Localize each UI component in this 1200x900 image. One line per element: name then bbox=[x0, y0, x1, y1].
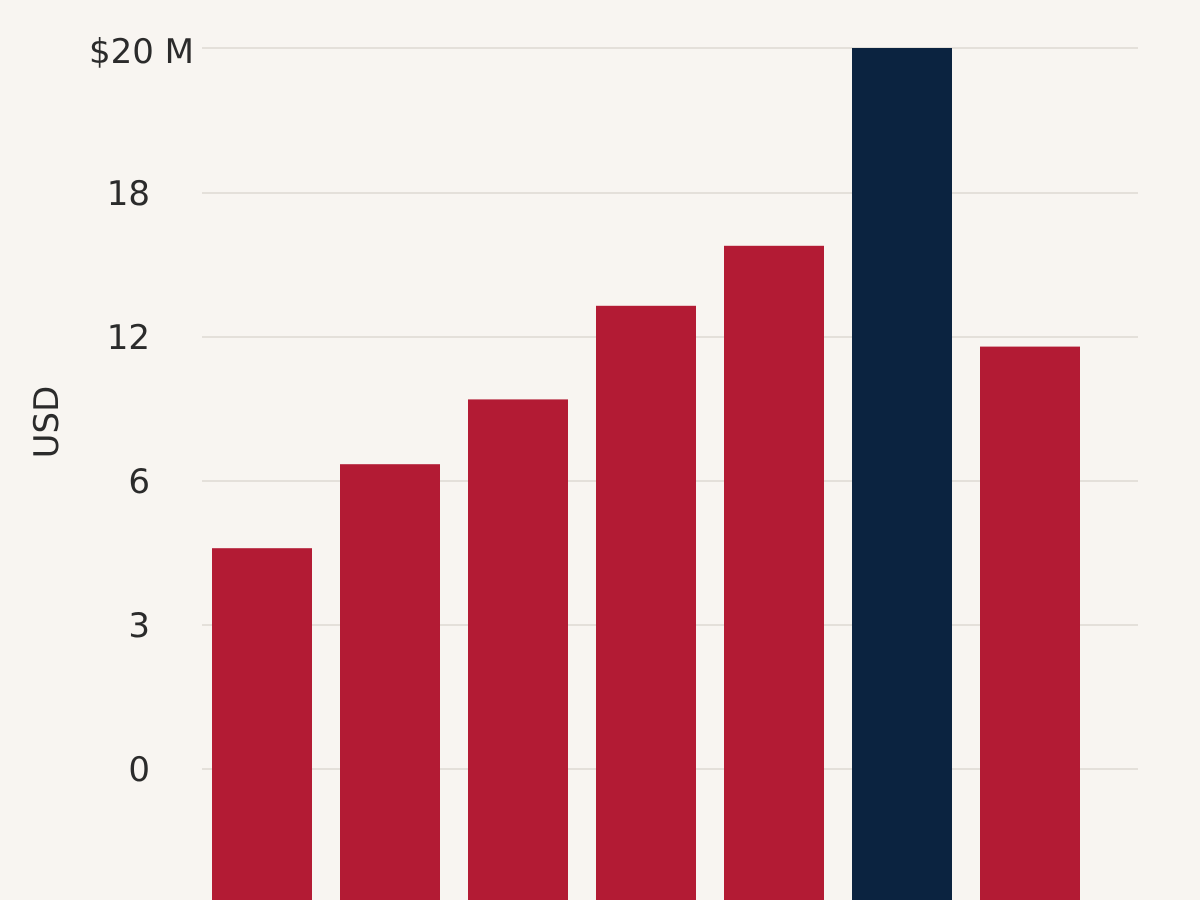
y-tick-label: 3 bbox=[128, 606, 150, 646]
bar bbox=[212, 548, 312, 900]
y-tick-label: $20 M bbox=[89, 32, 194, 72]
y-tick-label: 18 bbox=[107, 174, 150, 214]
bar bbox=[852, 48, 952, 900]
bar bbox=[596, 305, 696, 900]
bar bbox=[468, 399, 568, 900]
y-axis-title: USD bbox=[27, 386, 67, 459]
bars bbox=[212, 48, 1080, 900]
y-tick-label: 12 bbox=[107, 318, 150, 358]
y-tick-label: 0 bbox=[128, 750, 150, 790]
bar bbox=[724, 245, 824, 900]
bar bbox=[340, 464, 440, 900]
bar bbox=[980, 346, 1080, 900]
y-axis-ticks: 0 3 6 12 18 $20 M bbox=[89, 32, 194, 790]
y-tick-label: 6 bbox=[128, 462, 150, 502]
